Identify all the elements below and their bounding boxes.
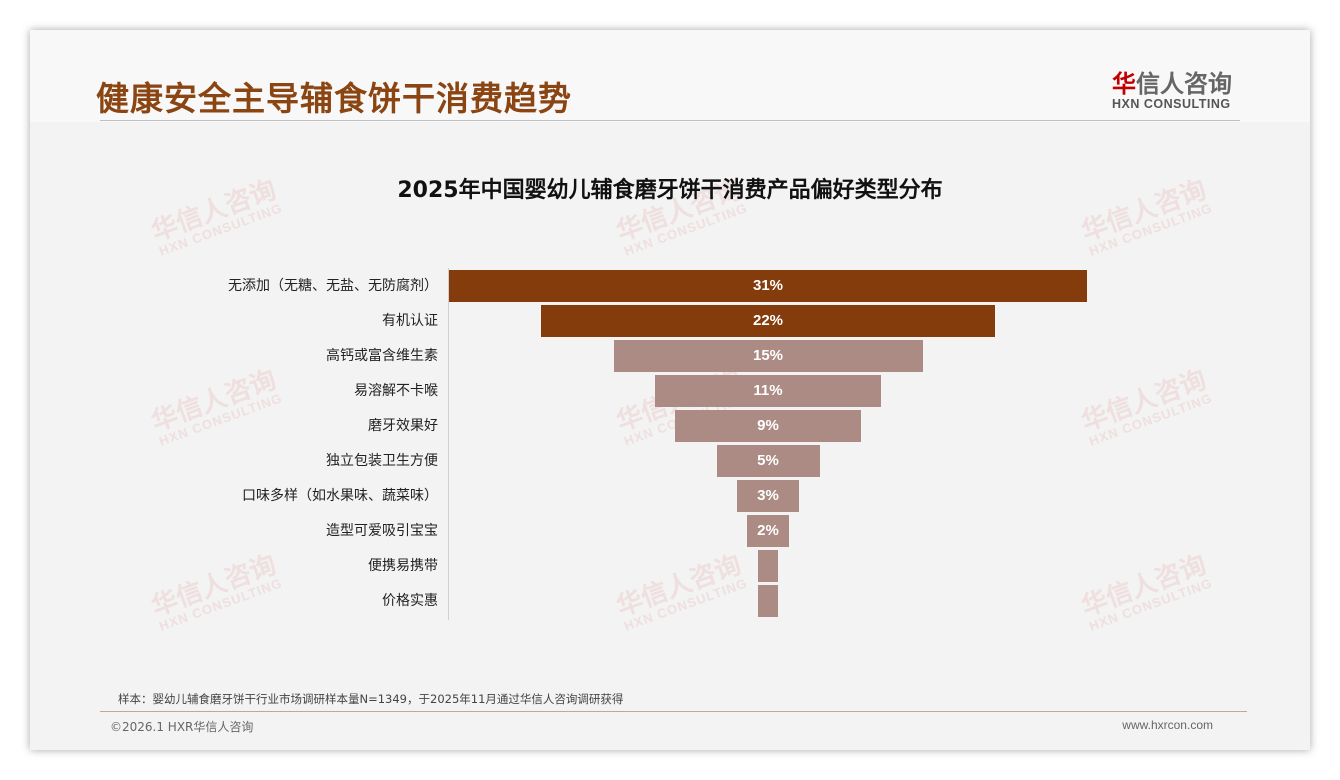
data-label xyxy=(728,585,808,617)
logo-accent: 华 xyxy=(1112,70,1136,98)
category-label: 磨牙效果好 xyxy=(368,418,438,434)
data-label: 2% xyxy=(757,522,779,539)
header-divider xyxy=(100,120,1240,121)
bar xyxy=(613,340,923,372)
bar xyxy=(737,480,799,512)
sample-note: 样本：婴幼儿辅食磨牙饼干行业市场调研样本量N=1349，于2025年11月通过华… xyxy=(118,692,624,706)
bar xyxy=(757,550,779,582)
bar xyxy=(654,375,882,407)
bar xyxy=(675,410,861,442)
logo: 华信人咨询 HXN CONSULTING xyxy=(1112,64,1232,111)
data-label: 22% xyxy=(752,312,784,329)
category-label: 造型可爱吸引宝宝 xyxy=(326,523,438,539)
bar xyxy=(448,270,1088,302)
logo-en: HXN CONSULTING xyxy=(1112,97,1231,111)
logo-cn: 信人咨询 xyxy=(1136,70,1232,98)
bar xyxy=(716,445,820,477)
category-label: 有机认证 xyxy=(382,313,438,329)
category-label: 无添加（无糖、无盐、无防腐剂） xyxy=(228,278,438,294)
footer-divider xyxy=(100,711,1247,712)
data-label xyxy=(728,550,808,582)
bar xyxy=(541,305,995,337)
category-label: 口味多样（如水果味、蔬菜味） xyxy=(242,488,438,504)
category-label: 独立包装卫生方便 xyxy=(326,453,438,469)
header-band xyxy=(30,30,1310,122)
slide: 健康安全主导辅食饼干消费趋势 华信人咨询 HXN CONSULTING 华信人咨… xyxy=(30,30,1310,750)
category-label: 高钙或富含维生素 xyxy=(326,348,438,364)
category-label: 便携易携带 xyxy=(368,558,438,574)
data-label: 11% xyxy=(753,382,783,399)
category-label: 价格实惠 xyxy=(382,593,438,609)
category-label: 易溶解不卡喉 xyxy=(354,383,438,399)
data-label: 5% xyxy=(757,452,779,469)
bar xyxy=(747,515,789,547)
copyright: ©2026.1 HXR华信人咨询 xyxy=(110,720,254,734)
data-label: 31% xyxy=(752,277,784,294)
page-title: 健康安全主导辅食饼干消费趋势 xyxy=(96,79,572,118)
website-link[interactable]: www.hxrcon.com xyxy=(1122,718,1213,732)
bar xyxy=(757,585,779,617)
data-label: 3% xyxy=(757,487,779,504)
data-label: 15% xyxy=(752,347,784,364)
data-label: 9% xyxy=(757,417,779,434)
chart-title: 2025年中国婴幼儿辅食磨牙饼干消费产品偏好类型分布 xyxy=(397,178,943,203)
category-axis xyxy=(448,268,449,620)
